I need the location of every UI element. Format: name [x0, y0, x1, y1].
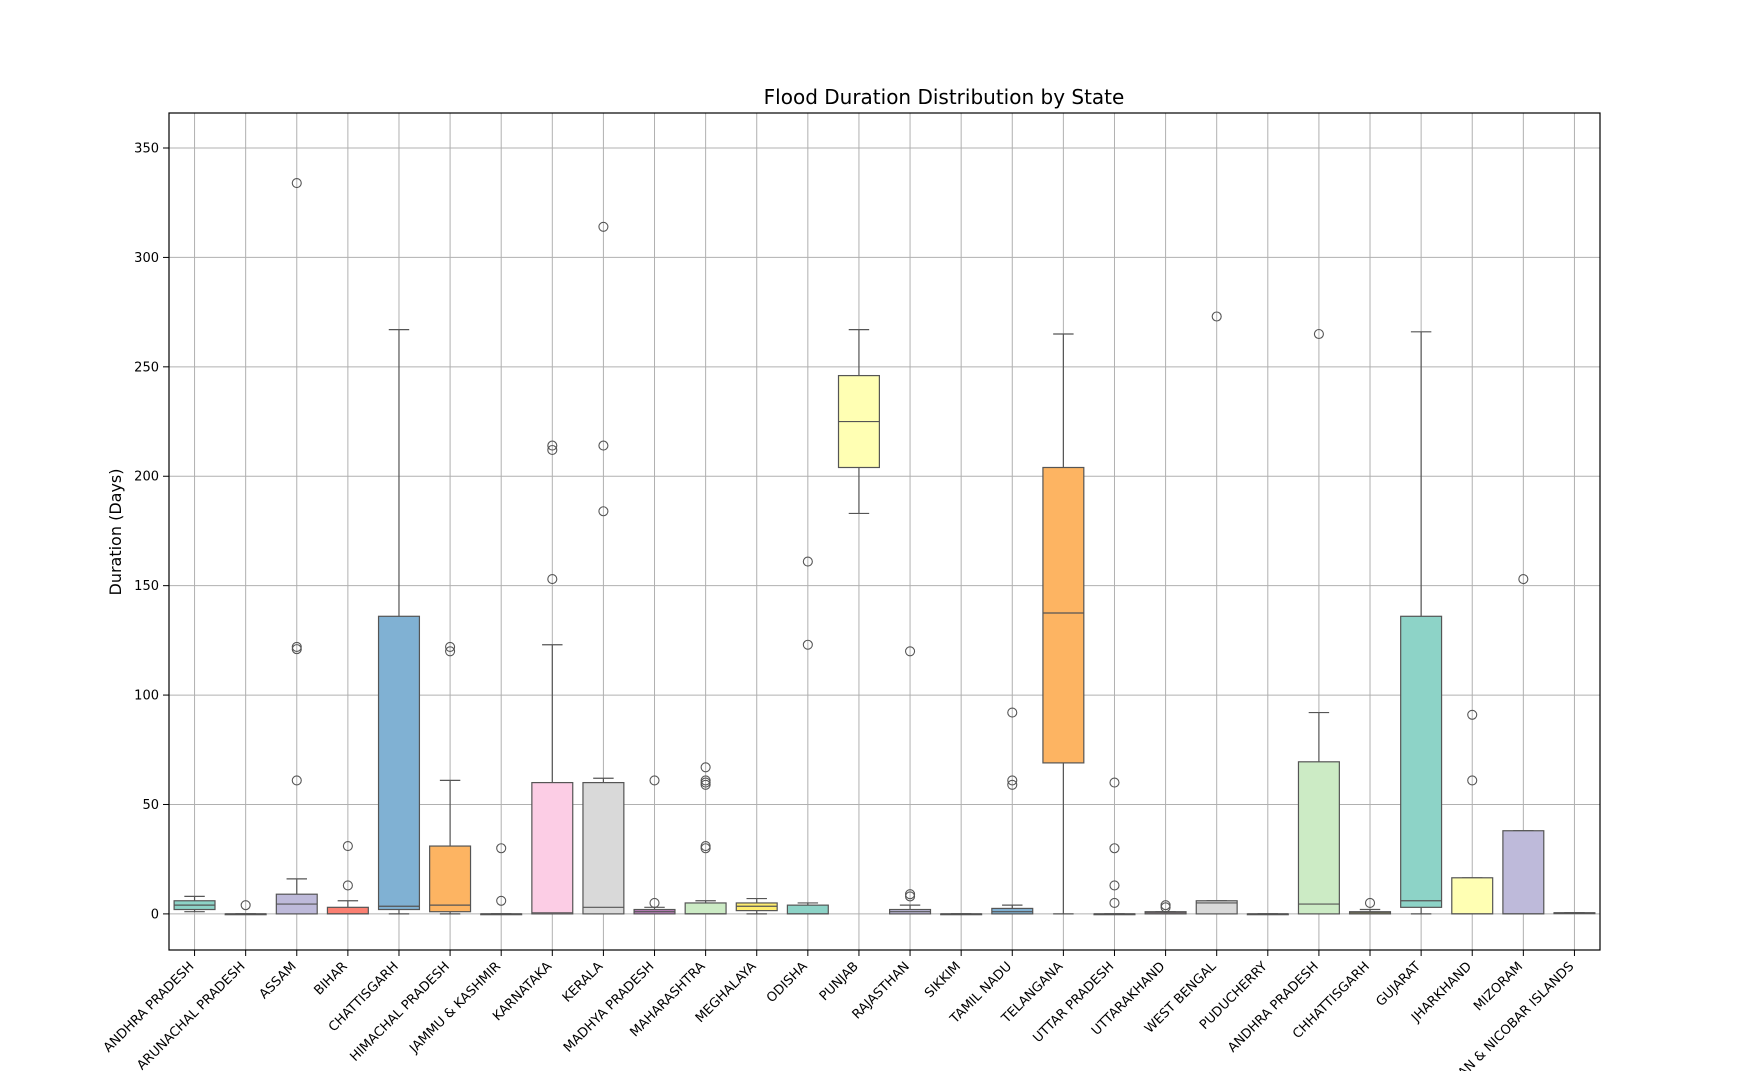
- box-14: [889, 646, 932, 915]
- box-19: [1144, 900, 1187, 915]
- outlier-point: [802, 639, 813, 650]
- box-13: [837, 329, 880, 515]
- y-tick-label: 50: [142, 798, 159, 813]
- outlier-point: [1007, 707, 1018, 718]
- box-26: [1502, 574, 1545, 915]
- box-8: [582, 221, 625, 915]
- outlier-point: [598, 506, 609, 517]
- outlier-point: [649, 897, 660, 909]
- box-25: [1451, 709, 1494, 915]
- outlier-point: [291, 177, 302, 189]
- box-3: [326, 841, 369, 915]
- y-tick-label: 200: [134, 470, 159, 485]
- iqr-box: [582, 781, 625, 915]
- outlier-point: [905, 646, 916, 657]
- outlier-point: [649, 775, 660, 786]
- y-tick-label: 150: [134, 579, 159, 594]
- box-12: [786, 556, 829, 915]
- box-1: [224, 900, 267, 916]
- box-16: [991, 707, 1034, 915]
- iqr-box: [531, 781, 574, 915]
- outlier-point: [1467, 775, 1478, 786]
- y-tick-label: 300: [134, 251, 159, 266]
- y-axis-ticks: 0 50 100 150 200 250 300 350: [134, 142, 169, 922]
- outlier-point: [445, 646, 456, 657]
- iqr-box: [326, 906, 369, 915]
- y-tick-label: 100: [134, 689, 159, 704]
- outlier-point: [1109, 880, 1120, 891]
- iqr-box: [786, 904, 829, 915]
- iqr-box: [377, 615, 421, 911]
- box-2: [275, 177, 318, 915]
- outlier-point: [802, 556, 813, 567]
- outlier-point: [547, 444, 558, 456]
- box-0: [173, 895, 216, 913]
- outlier-point: [240, 900, 251, 911]
- box-23: [1348, 897, 1392, 915]
- iqr-box: [1451, 877, 1494, 915]
- iqr-box: [429, 845, 472, 913]
- outlier-point: [547, 440, 558, 451]
- box-18: [1093, 777, 1136, 916]
- outlier-point: [700, 762, 711, 773]
- outlier-point: [1211, 311, 1222, 322]
- outlier-point: [1007, 775, 1018, 786]
- outlier-point: [700, 775, 711, 786]
- outlier-point: [1160, 900, 1171, 911]
- box-27: [1553, 912, 1596, 915]
- outlier-point: [1313, 328, 1324, 340]
- box-5: [429, 641, 472, 915]
- iqr-box: [1502, 830, 1545, 915]
- iqr-box: [1042, 466, 1085, 764]
- outlier-point: [496, 895, 507, 906]
- box-17: [1042, 333, 1085, 915]
- box-24: [1400, 331, 1443, 915]
- box-9: [633, 775, 676, 915]
- plot-area-frame: [168, 112, 1601, 951]
- outlier-point: [1109, 843, 1120, 854]
- outlier-point: [598, 440, 609, 451]
- outlier-point: [547, 574, 558, 585]
- y-tick-label: 0: [151, 907, 159, 922]
- y-axis-label: Duration (Days): [106, 469, 125, 596]
- iqr-box: [684, 902, 727, 915]
- box-7: [531, 440, 574, 915]
- box-21: [1246, 913, 1289, 916]
- outlier-point: [700, 841, 711, 852]
- outlier-point: [445, 641, 456, 652]
- outlier-point: [598, 221, 609, 232]
- box-4: [377, 329, 421, 915]
- box-15: [940, 913, 983, 916]
- outlier-point: [1109, 777, 1120, 788]
- iqr-box: [1195, 900, 1238, 915]
- chart-title: Flood Duration Distribution by State: [764, 85, 1125, 109]
- outlier-point: [1007, 779, 1018, 790]
- outlier-point: [342, 841, 353, 852]
- y-tick-label: 250: [134, 360, 159, 375]
- box-20: [1195, 311, 1238, 915]
- iqr-box: [1400, 615, 1443, 908]
- outlier-point: [496, 843, 507, 854]
- outlier-point: [291, 775, 302, 786]
- box-11: [735, 897, 778, 915]
- outlier-point: [1364, 897, 1376, 909]
- outlier-point: [342, 880, 353, 891]
- iqr-box: [1297, 761, 1340, 915]
- outlier-point: [1518, 574, 1529, 585]
- outlier-point: [905, 889, 916, 900]
- boxes-layer: [173, 177, 1596, 916]
- box-6: [480, 843, 523, 916]
- outlier-point: [1109, 897, 1120, 909]
- outlier-point: [1467, 709, 1478, 720]
- box-10: [684, 762, 727, 915]
- box-22: [1297, 328, 1340, 915]
- y-tick-label: 350: [134, 142, 159, 157]
- outlier-point: [291, 641, 302, 652]
